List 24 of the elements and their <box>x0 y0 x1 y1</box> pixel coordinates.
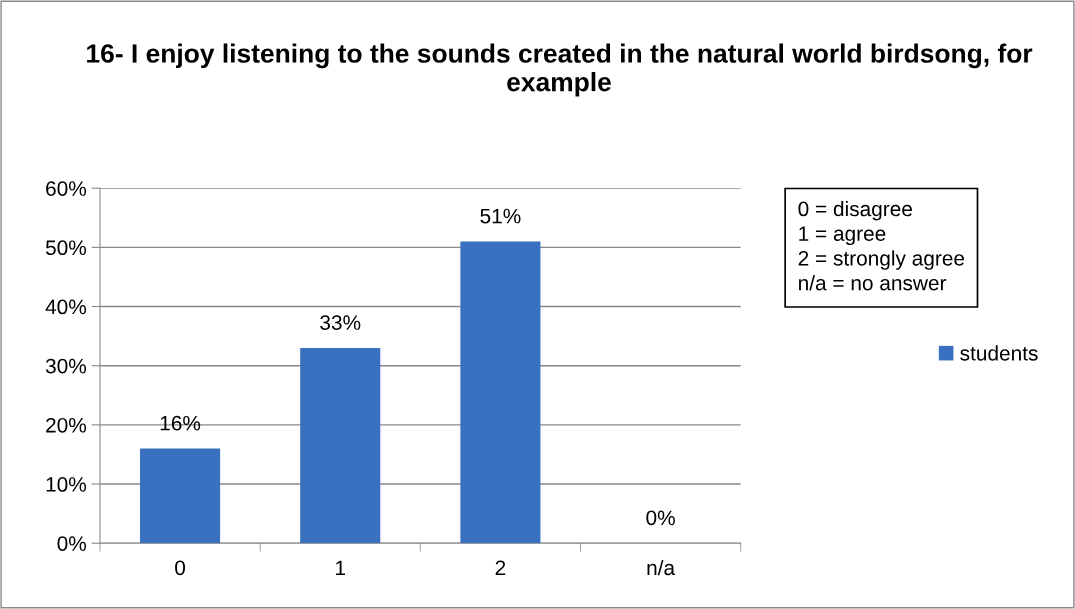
x-tick-label: n/a <box>647 559 676 576</box>
y-tick-label: 20% <box>46 417 87 433</box>
y-tick-label: 60% <box>46 181 87 196</box>
y-tick-label: 30% <box>45 358 87 374</box>
text: n/a = no answer <box>799 275 947 291</box>
x-tick-label: 0 <box>175 560 186 576</box>
y-tick-label: 10% <box>46 477 87 492</box>
x-tick-label: 1 <box>336 560 346 575</box>
chart-title: 16- I enjoy listening to the sounds created in the natural world birdsong, for example <box>87 43 1033 97</box>
y-tick-label: 0% <box>57 536 87 551</box>
text: 0 = disagree <box>798 200 912 221</box>
bar <box>300 347 381 544</box>
data-label: 16% <box>160 415 201 431</box>
bar <box>460 241 541 544</box>
data-label: 33% <box>320 315 361 330</box>
text: 2 = strongly agree <box>798 250 965 270</box>
bar <box>140 448 221 544</box>
legend-label: students <box>960 345 1038 361</box>
data-label: 51% <box>480 208 521 224</box>
text: 1 = agree <box>799 226 886 246</box>
y-tick-label: 40% <box>45 299 87 315</box>
data-label: 0% <box>646 510 675 526</box>
x-tick-label: 2 <box>495 560 506 575</box>
y-tick-label: 50% <box>45 240 87 256</box>
